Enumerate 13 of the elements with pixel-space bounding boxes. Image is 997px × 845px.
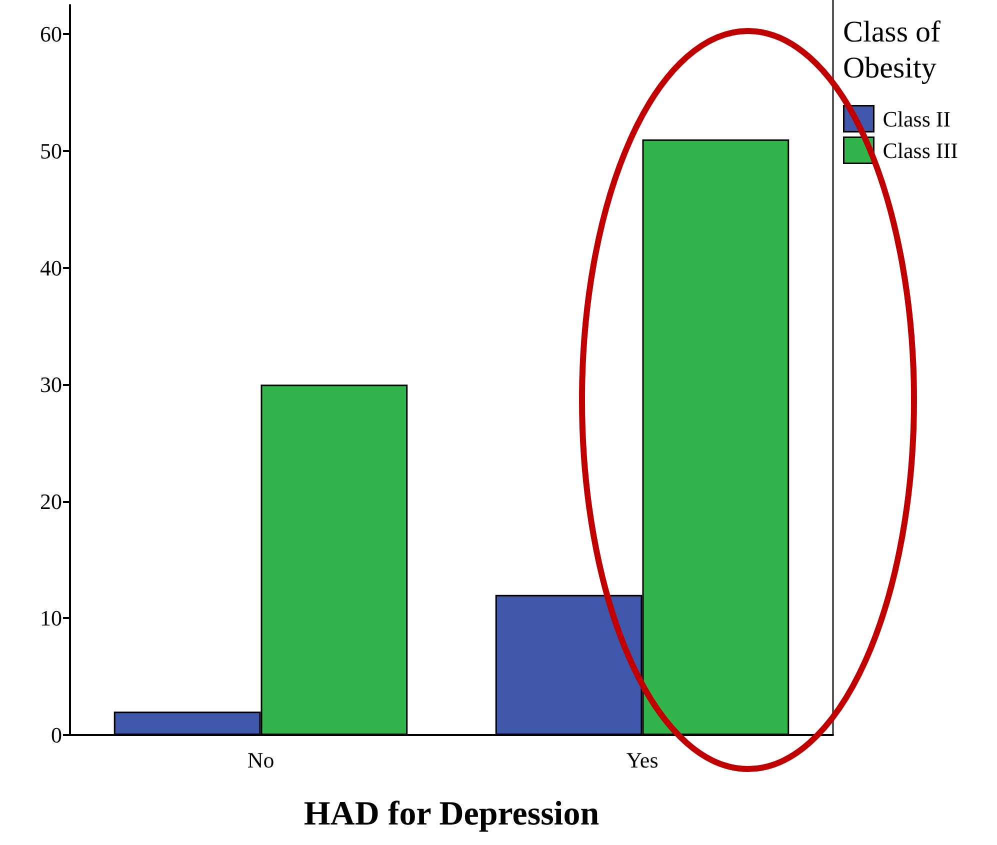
legend-label: Class II xyxy=(882,106,951,132)
y-tick-label: 50 xyxy=(40,138,62,164)
x-tick-label: Yes xyxy=(626,748,658,772)
y-tick-label: 0 xyxy=(51,722,62,748)
x-tick-label: No xyxy=(247,748,274,772)
y-tick-label: 20 xyxy=(40,488,62,514)
y-tick-label: 30 xyxy=(40,372,62,398)
y-tick-label: 40 xyxy=(40,255,62,280)
legend-title: Class of Obesity xyxy=(843,16,948,84)
x-axis-title: HAD for Depression xyxy=(304,796,600,832)
legend-label: Class III xyxy=(882,138,958,163)
y-tick-label: 10 xyxy=(40,606,62,631)
y-tick-label: 60 xyxy=(40,22,62,47)
